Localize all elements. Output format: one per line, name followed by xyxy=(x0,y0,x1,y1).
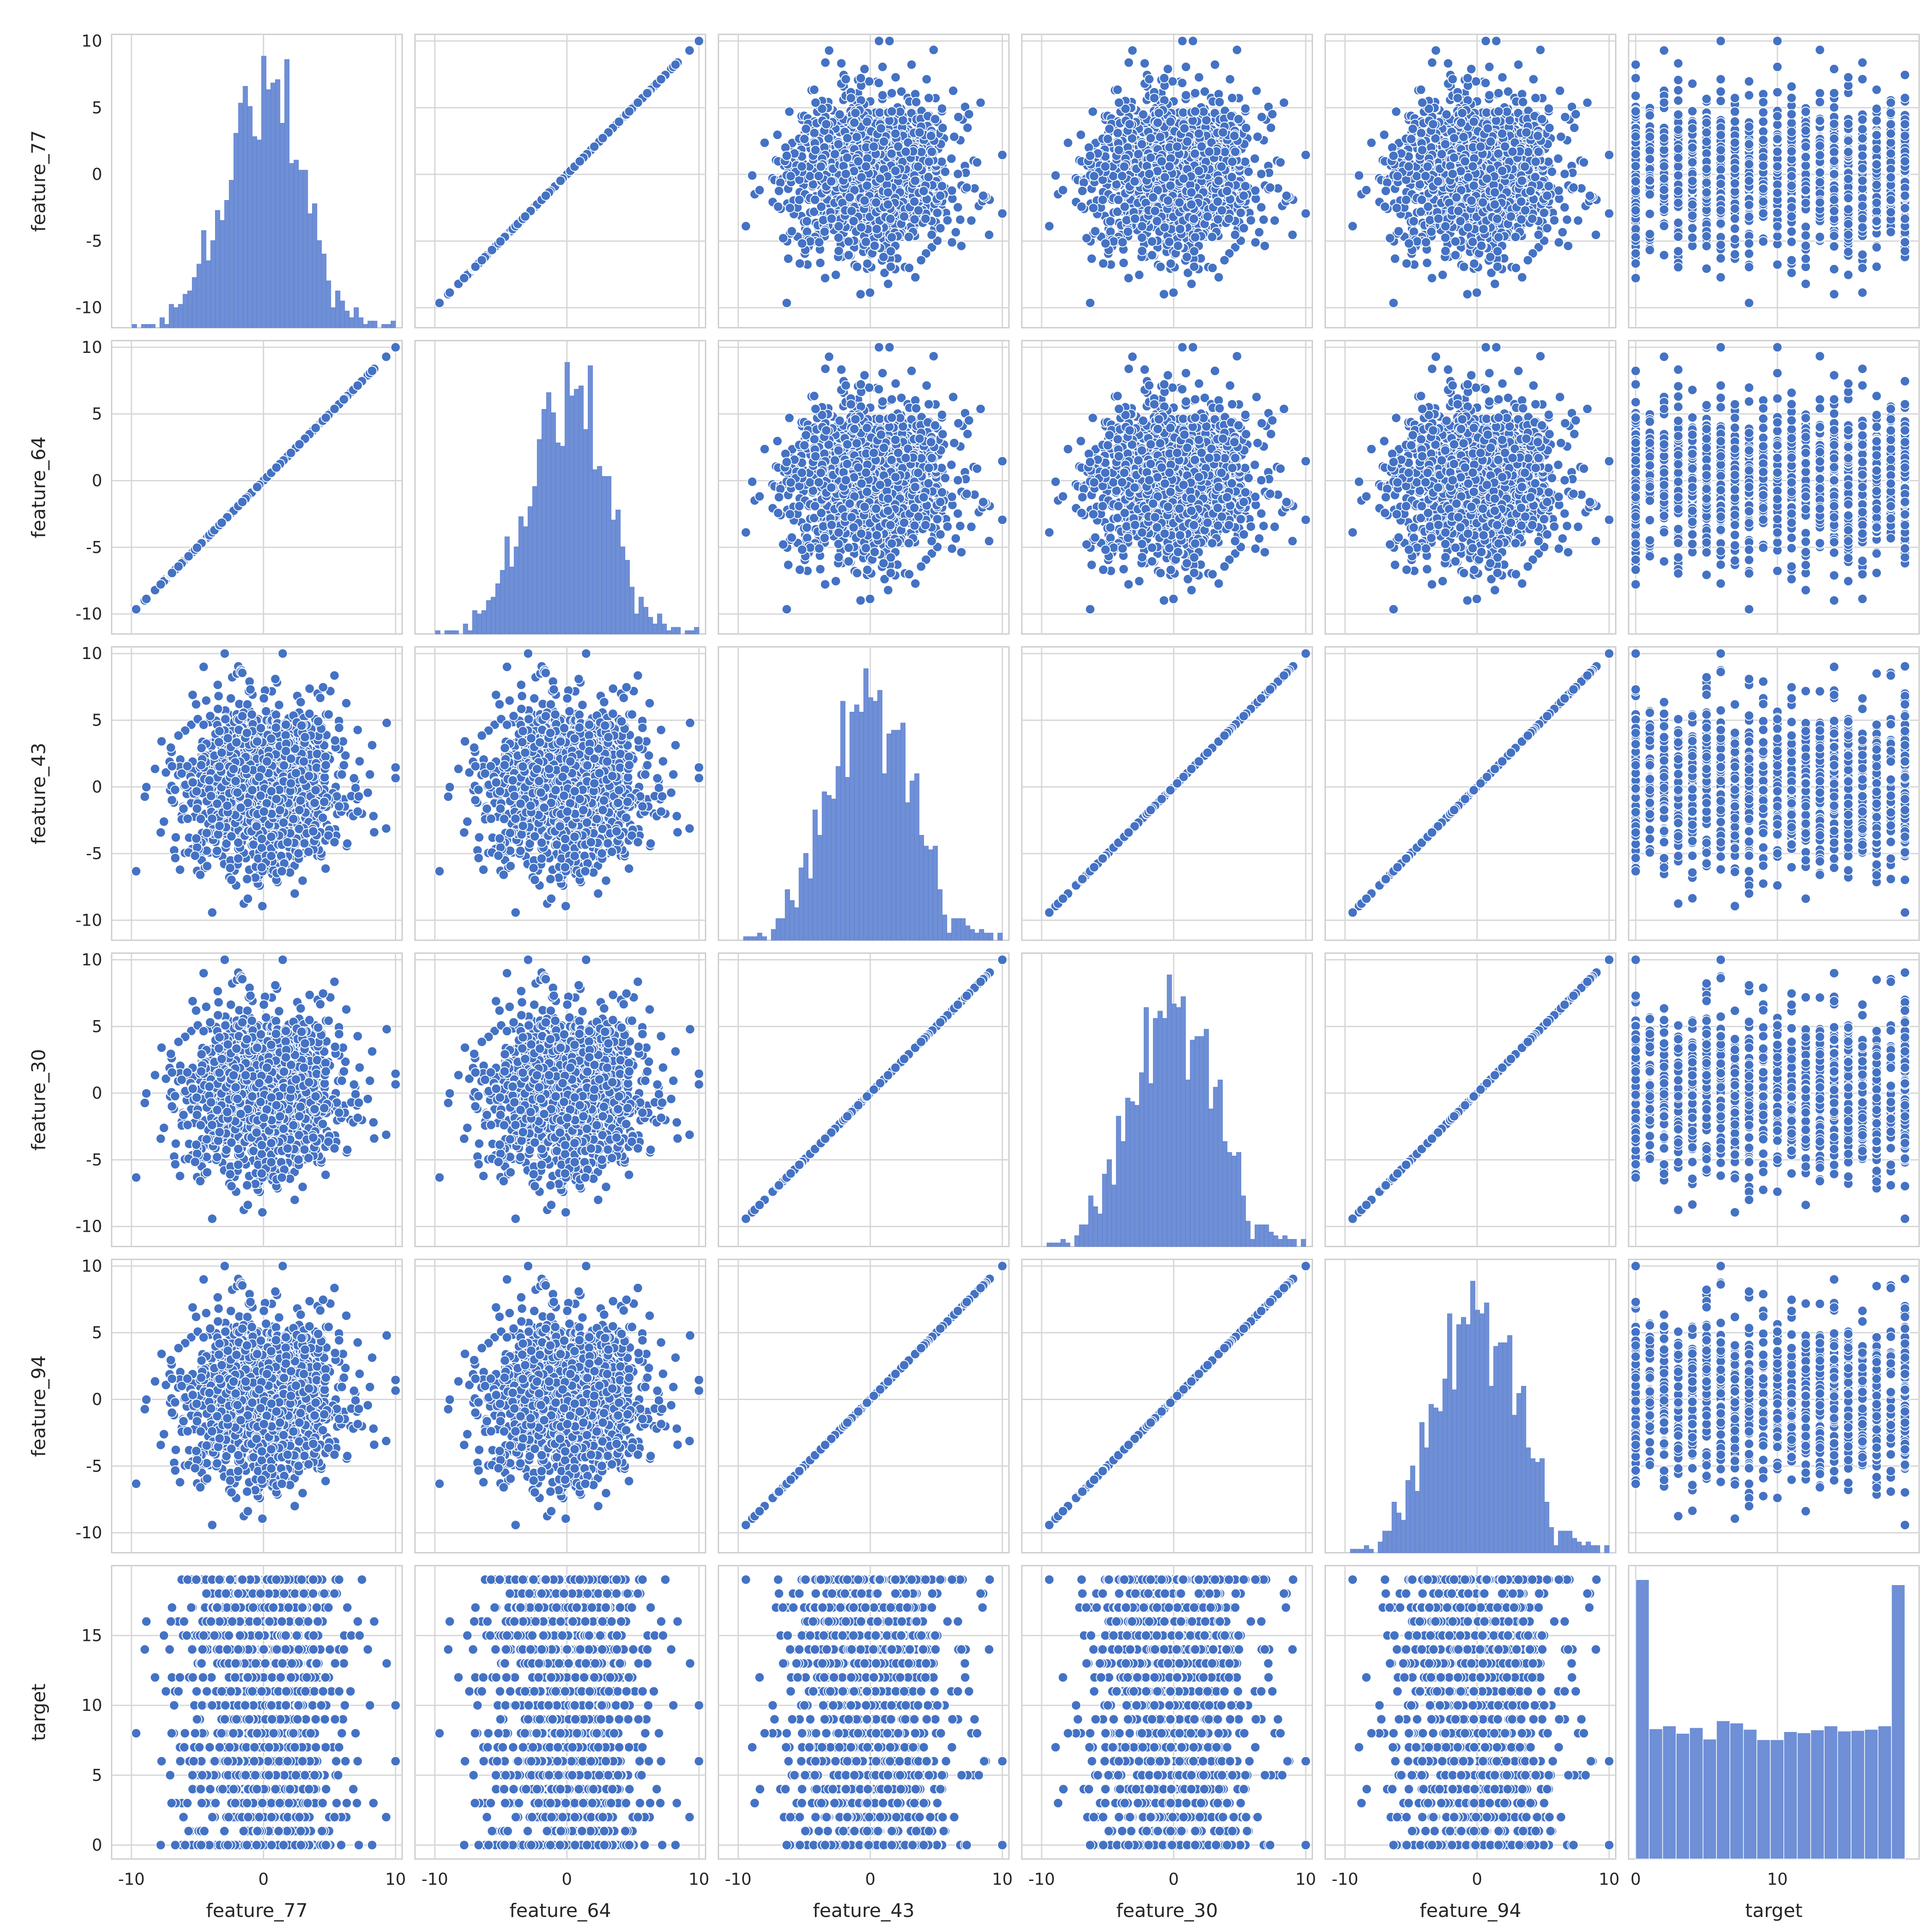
histogram-bar xyxy=(280,123,285,328)
data-point xyxy=(633,98,643,107)
data-point xyxy=(589,142,599,152)
histogram-bar xyxy=(285,59,289,328)
histogram-bar xyxy=(201,231,206,328)
y-tick-label: 10 xyxy=(82,32,102,51)
histogram-bar xyxy=(183,294,188,328)
y-tick-label: 0 xyxy=(92,165,102,184)
histogram-bar xyxy=(322,254,326,328)
histogram-bar xyxy=(238,103,243,328)
histogram-bar xyxy=(335,291,340,328)
histogram-bar xyxy=(248,106,252,328)
histogram-bar xyxy=(178,304,183,328)
histogram-bar xyxy=(382,325,386,328)
y-tick-label: -5 xyxy=(86,231,102,250)
data-point xyxy=(837,59,846,68)
histogram-bar xyxy=(289,164,294,328)
data-point xyxy=(694,36,704,46)
data-point xyxy=(445,288,455,298)
data-point xyxy=(435,298,444,308)
histogram-bar xyxy=(294,160,298,328)
histogram-bar xyxy=(354,307,358,328)
histogram-bar xyxy=(225,200,229,328)
histogram-bar xyxy=(229,180,234,328)
histogram-bar xyxy=(345,311,349,328)
histogram-bar xyxy=(169,304,174,328)
data-point xyxy=(643,88,652,98)
data-point xyxy=(598,134,608,143)
data-point xyxy=(477,255,486,265)
data-point xyxy=(614,117,624,127)
histogram-bar xyxy=(349,318,354,328)
histogram-bar xyxy=(215,210,220,328)
histogram-bar xyxy=(303,170,308,328)
histogram-bar xyxy=(331,307,336,328)
histogram-bar xyxy=(141,325,146,328)
histogram-bar xyxy=(197,264,201,328)
histogram-bar xyxy=(391,321,396,328)
histogram-bar xyxy=(368,321,373,328)
data-point xyxy=(575,157,585,166)
data-point xyxy=(496,237,505,246)
histogram-bar xyxy=(164,325,169,328)
panel-feature_77-vs-feature_64 xyxy=(415,34,706,328)
histogram-bar xyxy=(174,307,179,328)
panel-feature_77-vs-feature_77 xyxy=(112,34,402,328)
histogram-bar xyxy=(266,90,271,328)
histogram-bar xyxy=(188,291,192,328)
histogram-bar xyxy=(313,204,317,328)
histogram-bar xyxy=(192,277,197,328)
histogram-bar xyxy=(252,137,257,328)
histogram-bar xyxy=(298,170,303,328)
y-axis-label: feature_77 xyxy=(28,130,50,232)
histogram-bar xyxy=(317,240,322,328)
histogram-bar xyxy=(206,261,211,328)
histogram-bar xyxy=(211,240,216,328)
data-point xyxy=(541,191,550,200)
data-point xyxy=(459,273,469,283)
histogram-bar xyxy=(340,301,345,328)
histogram-bar xyxy=(132,325,137,328)
histogram-bar xyxy=(160,318,164,328)
y-tick-label: 5 xyxy=(92,98,102,117)
data-point xyxy=(911,273,920,282)
histogram-bar xyxy=(326,281,331,328)
histogram-bar xyxy=(275,79,280,328)
data-point xyxy=(773,130,782,140)
histogram-bar xyxy=(257,140,261,328)
histogram-bar xyxy=(234,133,239,328)
histogram-bar xyxy=(243,86,248,328)
histogram-bar xyxy=(261,56,266,328)
histogram-bar xyxy=(146,325,151,328)
histogram-bar xyxy=(372,321,377,328)
data-point xyxy=(656,75,666,84)
data-point xyxy=(685,46,694,55)
histogram-bar xyxy=(308,214,313,328)
histogram-bar xyxy=(363,325,368,328)
data-point xyxy=(556,176,565,185)
data-point xyxy=(784,254,793,264)
data-point xyxy=(625,106,634,116)
y-tick-label: -10 xyxy=(76,298,102,317)
histogram-bar xyxy=(386,325,391,328)
data-point xyxy=(520,212,530,221)
histogram-bar xyxy=(358,318,363,328)
panel-feature_77-vs-feature_43 xyxy=(718,34,1009,328)
data-point xyxy=(671,60,680,70)
histogram-bar xyxy=(151,325,155,328)
histogram-bar xyxy=(220,220,225,328)
histogram-bar xyxy=(271,83,276,328)
